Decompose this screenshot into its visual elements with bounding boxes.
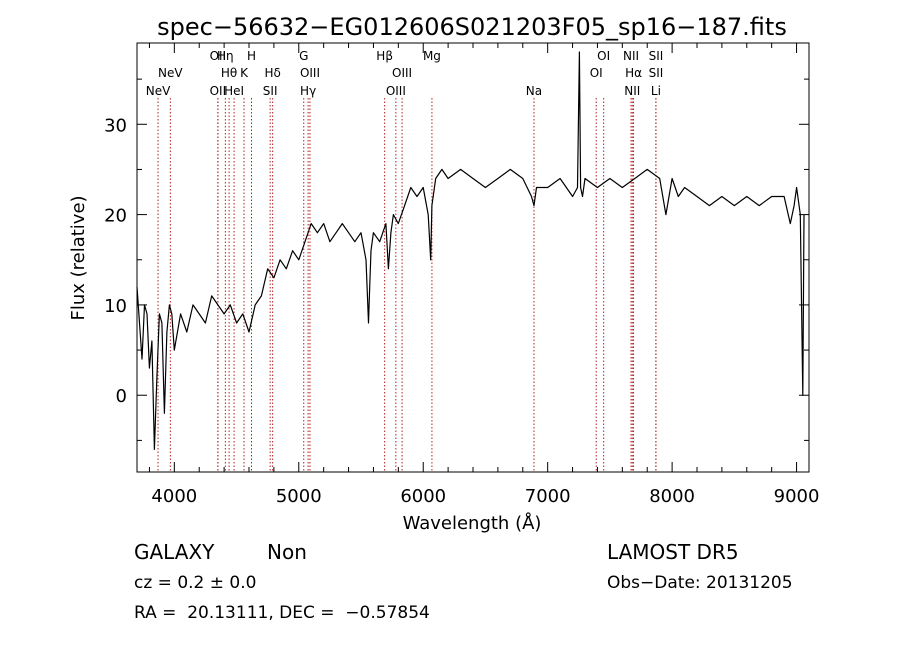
emission-line-label: OI: [597, 49, 610, 63]
emission-line-label: SII: [649, 66, 664, 80]
object-class: GALAXY: [134, 540, 215, 564]
emission-line-labels: NeVNeVOIIOIIHηHθHeIKHHδSIIGOIIIHγHβOIIIO…: [146, 49, 664, 98]
emission-line-label: Hη: [217, 49, 234, 63]
x-tick-label: 9000: [774, 486, 820, 507]
x-tick-label: 5000: [276, 486, 322, 507]
y-tick-label: 0: [116, 386, 127, 407]
redshift-value: cz = 0.2 ± 0.0: [134, 573, 257, 593]
emission-line-label: NeV: [146, 84, 171, 98]
emission-line-label: Hβ: [376, 49, 393, 63]
emission-line-label: NeV: [158, 66, 183, 80]
emission-line-label: Hθ: [221, 66, 237, 80]
emission-line-label: Na: [526, 84, 542, 98]
emission-line-label: Hγ: [300, 84, 316, 98]
emission-line-markers: [157, 98, 657, 472]
emission-line-label: OIII: [386, 84, 406, 98]
y-axis-label: Flux (relative): [68, 195, 89, 320]
emission-line-label: OIII: [300, 66, 320, 80]
observation-date: Obs−Date: 20131205: [607, 573, 793, 593]
x-tick-label: 6000: [400, 486, 446, 507]
spectrum-line: [136, 51, 805, 450]
emission-line-label: Hα: [625, 66, 642, 80]
emission-line-label: G: [299, 49, 308, 63]
x-tick-label: 4000: [151, 486, 197, 507]
emission-line-label: Mg: [423, 49, 441, 63]
emission-line-label: H: [247, 49, 256, 63]
emission-line-label: OIII: [392, 66, 412, 80]
emission-line-label: OII: [210, 49, 227, 63]
emission-line-label: OI: [590, 66, 603, 80]
sky-coordinates: RA = 20.13111, DEC = −0.57854: [134, 603, 430, 623]
x-tick-label: 7000: [525, 486, 571, 507]
plot-frame: [136, 42, 810, 473]
emission-line-label: NII: [624, 84, 640, 98]
emission-line-label: SII: [263, 84, 278, 98]
x-axis-label: Wavelength (Å): [403, 512, 542, 534]
y-tick-label: 10: [104, 296, 127, 317]
survey-name: LAMOST DR5: [607, 540, 739, 564]
y-tick-label: 30: [104, 115, 127, 136]
emission-line-label: Li: [651, 84, 661, 98]
emission-line-label: SII: [649, 49, 664, 63]
emission-line-label: NII: [623, 49, 639, 63]
x-tick-label: 8000: [649, 486, 695, 507]
emission-line-label: Hδ: [264, 66, 280, 80]
x-axis: 4000 5000 6000 7000 8000 9000: [148, 43, 820, 507]
y-axis: 0 10 20 30: [104, 78, 809, 441]
object-subclass: Non: [267, 540, 307, 564]
emission-line-label: K: [240, 66, 249, 80]
emission-line-label: OII: [210, 84, 227, 98]
y-tick-label: 20: [104, 206, 127, 227]
emission-line-label: HeI: [224, 84, 244, 98]
chart-title: spec−56632−EG012606S021203F05_sp16−187.f…: [157, 13, 787, 41]
